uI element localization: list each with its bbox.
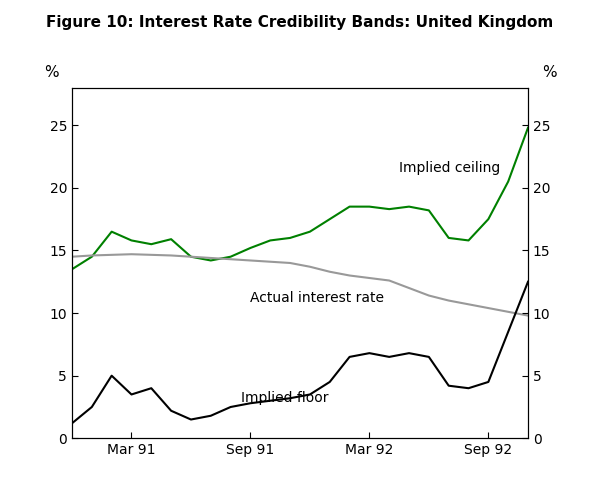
Text: Implied floor: Implied floor (241, 391, 328, 405)
Text: %: % (44, 65, 58, 80)
Text: %: % (542, 65, 556, 80)
Text: Implied ceiling: Implied ceiling (399, 161, 500, 175)
Text: Actual interest rate: Actual interest rate (250, 291, 385, 304)
Text: Figure 10: Interest Rate Credibility Bands: United Kingdom: Figure 10: Interest Rate Credibility Ban… (46, 15, 554, 30)
